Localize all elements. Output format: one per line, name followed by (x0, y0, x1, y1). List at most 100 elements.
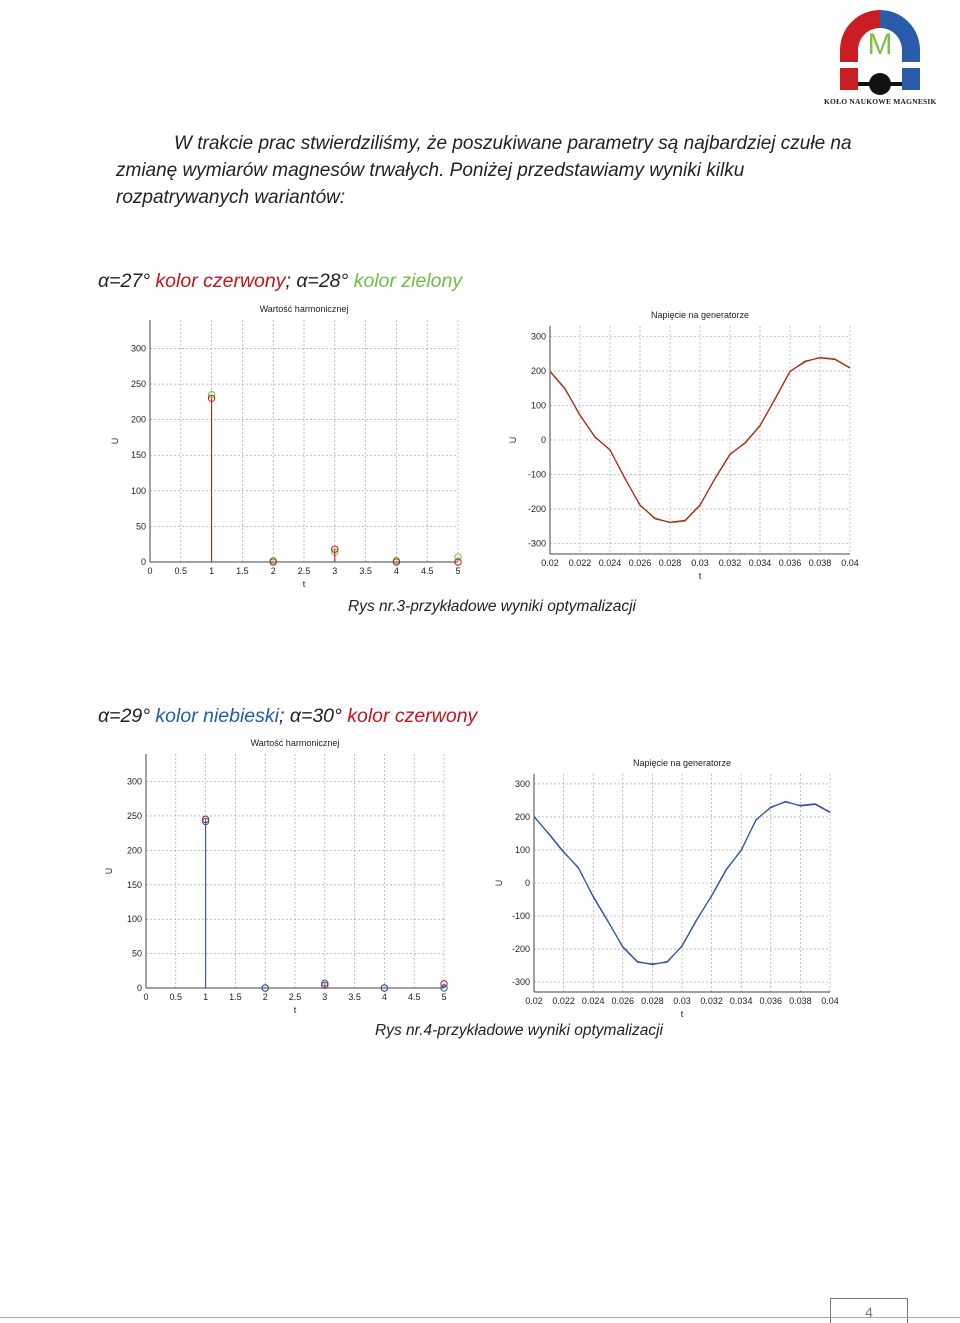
x-tick-label: 4.5 (421, 566, 434, 576)
x-tick-label: 2.5 (289, 992, 302, 1002)
y-tick-label: 300 (531, 331, 546, 341)
chart-fig3-harmonic: Wartość harmonicznej t U 0 0.5 1 1.5 2 2.5 3 3.5 4 4… (110, 304, 462, 589)
stem-marker-s0 (440, 980, 448, 988)
x-tick-label: 5 (455, 566, 460, 576)
y-tick-label: -100 (512, 911, 530, 921)
stem-marker-s1 (331, 545, 339, 553)
y-tick-label: 0 (541, 435, 546, 445)
figure-caption-4: Rys nr.4-przykładowe wyniki optymalizacj… (375, 1022, 663, 1039)
chart-title: Napięcie na generatorze (633, 758, 731, 768)
y-tick-label: -200 (528, 504, 546, 514)
stem-marker-s1 (261, 984, 269, 992)
y-axis-label: U (110, 438, 120, 445)
magnet-blue-arm (880, 10, 920, 90)
stem-marker-s1 (392, 558, 401, 566)
x-tick-label: 0.034 (730, 996, 753, 1006)
x-tick-label: 0.034 (749, 558, 772, 568)
s1-sep: ; (285, 270, 291, 292)
y-tick-label: 150 (127, 880, 142, 890)
logo-letter: M (868, 28, 893, 61)
y-tick-label: 250 (127, 811, 142, 821)
x-tick-label: 0.022 (569, 558, 592, 568)
y-tick-label: 200 (127, 845, 142, 855)
x-axis-label: t (699, 571, 702, 581)
y-axis-label: U (508, 437, 518, 444)
x-tick-label: 0 (147, 566, 152, 576)
s2-sep: ; (278, 705, 285, 727)
x-tick-label: 3.5 (348, 992, 361, 1002)
figure-caption-3: Rys nr.3-przykładowe wyniki optymalizacj… (348, 598, 636, 615)
stem-marker-s0 (454, 553, 462, 561)
x-tick-label: 0 (143, 992, 148, 1002)
y-tick-label: 300 (515, 779, 530, 789)
s2-alpha-a: α=29° (98, 705, 150, 727)
x-tick-label: 0.032 (719, 558, 742, 568)
magnet-red-arm (840, 10, 880, 90)
x-tick-label: 0.03 (673, 996, 691, 1006)
x-tick-label: 0.5 (170, 992, 183, 1002)
x-tick-label: 0.04 (841, 558, 859, 568)
y-tick-label: 300 (127, 777, 142, 787)
x-tick-label: 0.04 (821, 996, 839, 1006)
section1-legend: α=27° kolor czerwony; α=28° kolor zielon… (98, 270, 462, 293)
stem-marker-s1 (380, 984, 389, 992)
x-tick-label: 0.024 (582, 996, 605, 1006)
x-tick-label: 0.026 (612, 996, 635, 1006)
x-tick-label: 2.5 (298, 566, 311, 576)
y-tick-label: 150 (131, 450, 146, 460)
magnesik-logo: M (838, 10, 922, 95)
x-tick-label: 2 (271, 566, 276, 576)
x-tick-label: 0.026 (629, 558, 652, 568)
x-axis-label: t (681, 1009, 684, 1019)
y-tick-label: 0 (137, 983, 142, 993)
x-tick-label: 0.036 (779, 558, 802, 568)
x-tick-label: 1 (203, 992, 208, 1002)
stem-marker-s1 (207, 394, 216, 402)
y-tick-label: -200 (512, 944, 530, 954)
x-tick-label: 0.038 (809, 558, 832, 568)
chart-title: Napięcie na generatorze (651, 310, 749, 320)
chart-fig4-voltage: Napięcie na generatorze t U 0.02 0.022 0.024 0… (494, 758, 839, 1019)
y-tick-label: -300 (528, 539, 546, 549)
x-tick-label: 2 (263, 992, 268, 1002)
y-tick-label: 200 (531, 366, 546, 376)
x-tick-label: 0.028 (659, 558, 682, 568)
y-axis-label: U (104, 868, 114, 875)
y-tick-label: 0 (141, 557, 146, 567)
y-tick-label: 200 (131, 415, 146, 425)
x-tick-label: 3 (332, 566, 337, 576)
stem-marker-s0 (321, 981, 329, 989)
s2-color-a: kolor niebieski (155, 705, 279, 727)
y-tick-label: 200 (515, 812, 530, 822)
y-tick-label: 50 (136, 521, 146, 531)
x-tick-label: 3 (322, 992, 327, 1002)
x-tick-label: 4.5 (408, 992, 421, 1002)
y-tick-label: 0 (525, 878, 530, 888)
y-axis-label: U (494, 880, 504, 887)
x-axis-label: t (294, 1005, 297, 1015)
x-tick-label: 0.024 (599, 558, 622, 568)
x-tick-label: 5 (441, 992, 446, 1002)
x-tick-label: 0.022 (552, 996, 575, 1006)
y-tick-label: 250 (131, 379, 146, 389)
y-tick-label: -300 (512, 977, 530, 987)
stem-marker-s1 (440, 984, 448, 992)
x-tick-label: 4 (382, 992, 387, 1002)
s1-alpha-a: α=27° (98, 270, 150, 292)
x-tick-label: 0.032 (700, 996, 723, 1006)
x-tick-label: 0.02 (525, 996, 543, 1006)
y-tick-label: 300 (131, 343, 146, 353)
s1-color-a: kolor czerwony (155, 270, 286, 292)
x-axis-label: t (303, 579, 306, 589)
footer-line (0, 1317, 960, 1318)
s1-alpha-b: α=28° (296, 270, 349, 292)
x-tick-label: 3.5 (359, 566, 372, 576)
x-tick-label: 0.028 (641, 996, 664, 1006)
x-tick-label: 1.5 (236, 566, 249, 576)
s1-color-b: kolor zielony (353, 270, 463, 292)
x-tick-label: 0.038 (789, 996, 812, 1006)
chart-fig3-voltage: Napięcie na generatorze t U 0.02 0.022 0.024 0… (508, 310, 859, 581)
s2-color-b: kolor czerwony (347, 705, 478, 727)
series-line-1 (549, 357, 851, 523)
page-number: 4 (865, 1304, 873, 1320)
